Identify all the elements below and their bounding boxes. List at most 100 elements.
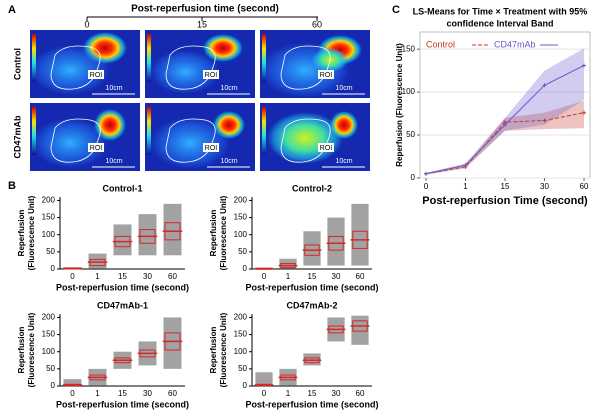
roi-box — [318, 70, 334, 79]
y-tick-label: 150 — [42, 330, 56, 339]
x-tick-label: 30 — [143, 389, 152, 398]
y-axis-label: Reperfusion — [17, 210, 26, 257]
roi-outline — [280, 118, 331, 163]
y-tick-label: 200 — [42, 196, 56, 205]
scale-label: 10cm — [220, 158, 237, 165]
x-tick-label: 60 — [580, 182, 589, 191]
x-tick-label: 0 — [70, 389, 75, 398]
y-tick-label: 50 — [238, 364, 247, 373]
x-tick-label: 60 — [168, 272, 177, 281]
roi-label: ROI — [320, 72, 333, 79]
point-cloud — [303, 231, 321, 266]
x-tick-label: 15 — [308, 272, 317, 281]
y-tick-label: 100 — [42, 230, 56, 239]
column-label: 60 — [312, 19, 322, 29]
x-tick-label: 30 — [143, 272, 152, 281]
roi-box — [318, 143, 334, 152]
x-axis-label: Post-reperfusion Time (second) — [422, 195, 588, 207]
point-cloud — [113, 224, 132, 256]
y-axis-label: (Fluorescence Unit) — [27, 312, 36, 387]
legend-label: CD47mAb — [494, 39, 536, 49]
point-marker — [503, 122, 507, 127]
y-tick-label: 100 — [42, 347, 56, 356]
color-bar — [262, 34, 266, 82]
roi-outline — [280, 45, 331, 90]
column-label: 15 — [197, 19, 207, 29]
y-axis-label: Reperfusion — [209, 210, 218, 257]
roi-label: ROI — [90, 72, 103, 79]
y-tick-label: 0 — [411, 173, 416, 182]
y-tick-label: 0 — [51, 381, 56, 390]
point-cloud — [63, 379, 82, 386]
row-label: Control — [12, 48, 22, 80]
x-tick-label: 15 — [308, 389, 317, 398]
panel-label: B — [8, 180, 16, 192]
x-tick-label: 15 — [501, 182, 510, 191]
roi-box — [203, 70, 219, 79]
roi-outline — [50, 45, 101, 90]
x-axis-label: Post-reperfusion time (second) — [56, 399, 189, 409]
chart-title: Control-1 — [103, 183, 143, 193]
y-tick-label: 200 — [234, 313, 248, 322]
roi-outline — [50, 118, 101, 163]
heat-spot — [150, 50, 220, 94]
color-bar — [32, 34, 36, 82]
y-tick-label: 50 — [46, 364, 55, 373]
point-marker — [542, 118, 547, 123]
scale-label: 10cm — [335, 85, 352, 92]
column-label: 0 — [84, 19, 89, 29]
x-tick-label: 1 — [286, 272, 291, 281]
y-tick-label: 150 — [42, 213, 56, 222]
heat-spot — [30, 45, 110, 95]
point-cloud — [303, 353, 321, 366]
point-cloud — [351, 315, 369, 345]
roi-label: ROI — [90, 145, 103, 152]
x-tick-label: 30 — [332, 272, 341, 281]
scale-label: 10cm — [105, 158, 122, 165]
y-axis-label: (Fluorescence Unit) — [219, 312, 228, 387]
point-marker — [424, 171, 428, 176]
x-tick-label: 60 — [356, 389, 365, 398]
y-tick-label: 200 — [42, 313, 56, 322]
point-cloud — [138, 214, 157, 256]
heat-spot — [150, 117, 230, 169]
x-tick-label: 0 — [424, 182, 429, 191]
x-tick-label: 0 — [70, 272, 75, 281]
y-tick-label: 0 — [243, 381, 248, 390]
x-tick-label: 1 — [95, 272, 100, 281]
scale-label: 10cm — [105, 85, 122, 92]
y-tick-label: 50 — [406, 130, 415, 139]
x-tick-label: 1 — [286, 389, 291, 398]
panel-label: A — [8, 4, 16, 16]
x-tick-label: 15 — [118, 272, 127, 281]
scale-label: 10cm — [220, 85, 237, 92]
color-bar — [147, 107, 151, 155]
x-tick-label: 60 — [356, 272, 365, 281]
x-axis-label: Post-reperfusion time (second) — [56, 282, 189, 292]
y-tick-label: 200 — [234, 196, 248, 205]
point-cloud — [163, 203, 182, 256]
row-label: CD47mAb — [12, 115, 22, 159]
y-axis-label: Reperfusion (Fluorescence Unit) — [395, 43, 404, 167]
roi-label: ROI — [205, 145, 218, 152]
x-tick-label: 0 — [262, 389, 267, 398]
color-bar — [262, 107, 266, 155]
point-cloud — [351, 203, 369, 266]
x-tick-label: 1 — [95, 389, 100, 398]
y-tick-label: 150 — [234, 213, 248, 222]
scale-label: 10cm — [335, 158, 352, 165]
point-cloud — [255, 372, 273, 386]
x-tick-label: 30 — [540, 182, 549, 191]
roi-box — [88, 70, 104, 79]
point-cloud — [88, 253, 107, 269]
roi-outline — [165, 118, 216, 163]
panel-a-title: Post-reperfusion time (second) — [131, 4, 279, 15]
y-axis-label: (Fluorescence Unit) — [27, 195, 36, 270]
x-tick-label: 30 — [332, 389, 341, 398]
y-tick-label: 100 — [234, 230, 248, 239]
